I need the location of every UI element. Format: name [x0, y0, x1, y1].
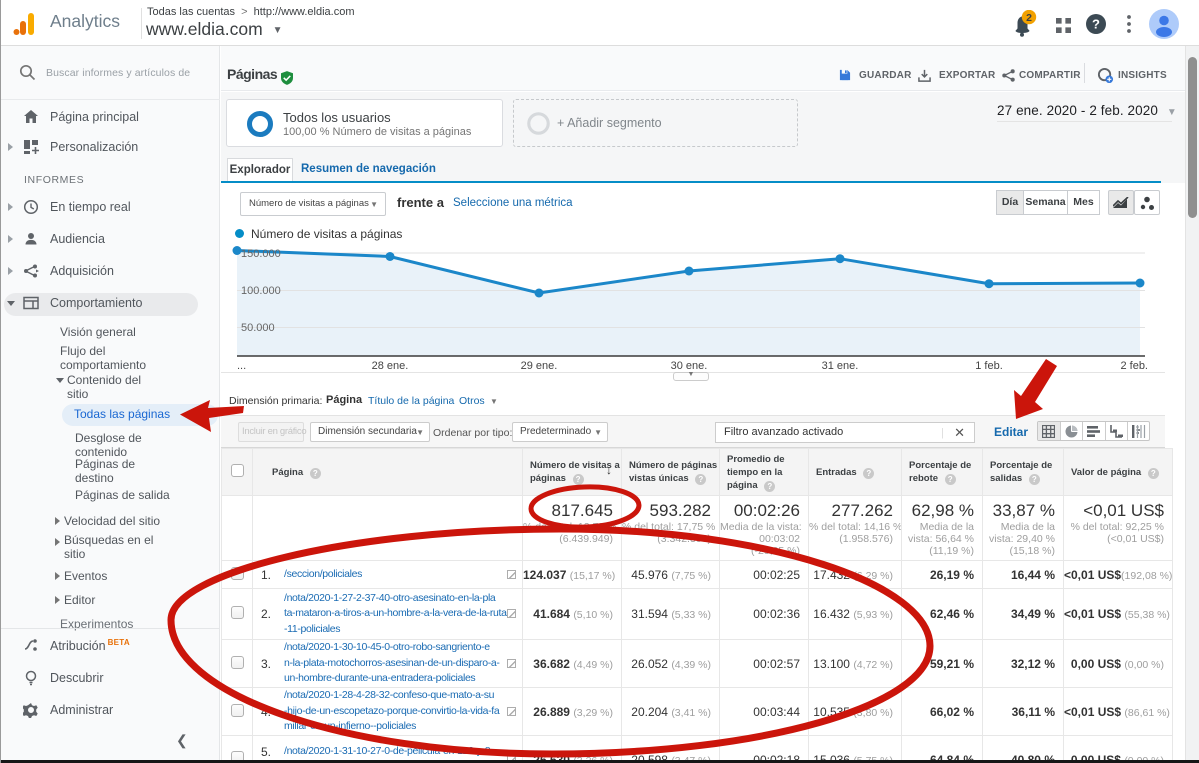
- svg-text:...: ...: [237, 360, 246, 372]
- svg-text:29 ene.: 29 ene.: [521, 360, 558, 372]
- svg-text:2 feb.: 2 feb.: [1120, 360, 1148, 372]
- svg-text:28 ene.: 28 ene.: [372, 360, 409, 372]
- svg-text:100.000: 100.000: [241, 285, 281, 297]
- svg-text:31 ene.: 31 ene.: [822, 360, 859, 372]
- svg-text:30 ene.: 30 ene.: [671, 360, 708, 372]
- svg-text:150.000: 150.000: [241, 248, 281, 260]
- svg-text:?: ?: [1092, 17, 1100, 32]
- svg-text:2: 2: [1026, 12, 1032, 24]
- svg-text:1 feb.: 1 feb.: [975, 360, 1003, 372]
- svg-text:50.000: 50.000: [241, 322, 275, 334]
